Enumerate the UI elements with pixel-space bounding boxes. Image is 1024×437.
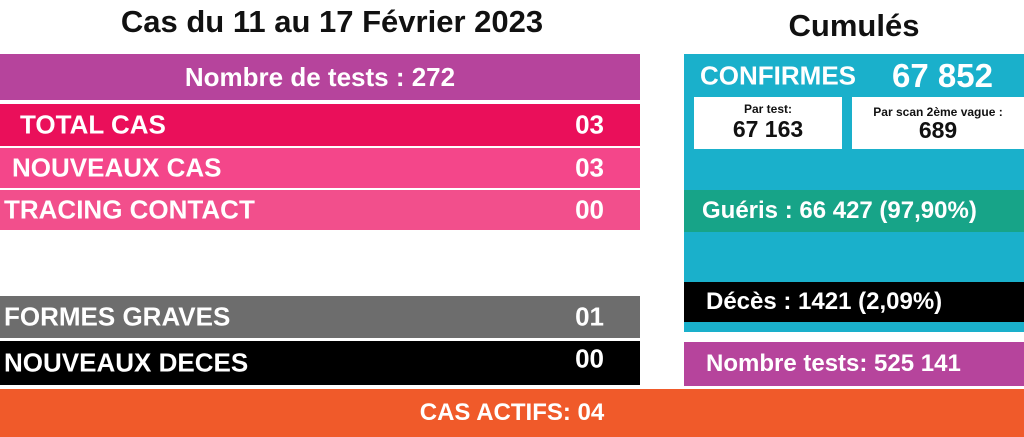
row-nouveaux-cas: NOUVEAUX CAS 03 <box>0 148 640 188</box>
par-scan-value: 689 <box>918 117 958 143</box>
nouveaux-cas-label: NOUVEAUX CAS <box>12 152 222 183</box>
tests-label: Nombre de tests : 272 <box>184 62 456 92</box>
confirmes-label: CONFIRMES <box>700 60 856 91</box>
deces-bar: Décès : 1421 (2,09%) <box>684 282 1024 322</box>
cas-actifs-bar: CAS ACTIFS: 04 <box>0 389 1024 437</box>
tests-banner: Nombre de tests : 272 <box>0 54 640 100</box>
formes-graves-label: FORMES GRAVES <box>4 301 231 332</box>
par-test-card: Par test: 67 163 <box>694 97 842 149</box>
row-nouveaux-deces: NOUVEAUX DECES 00 <box>0 341 640 385</box>
row-formes-graves: FORMES GRAVES 01 <box>0 296 640 338</box>
nouveaux-deces-value: 00 <box>575 343 604 374</box>
par-test-label: Par test: <box>743 102 793 116</box>
confirmes-header: CONFIRMES 67 852 <box>700 57 1024 94</box>
cas-actifs-label: CAS ACTIFS: <box>419 399 571 426</box>
right-title: Cumulés <box>788 8 920 43</box>
row-total-cas: TOTAL CAS 03 <box>0 104 640 146</box>
par-scan-card: Par scan 2ème vague : 689 <box>852 97 1024 149</box>
row-tracing-contact: TRACING CONTACT 00 <box>0 190 640 230</box>
tracing-contact-label: TRACING CONTACT <box>4 194 255 225</box>
gueris-bar: Guéris : 66 427 (97,90%) <box>684 190 1024 232</box>
total-cas-label: TOTAL CAS <box>20 109 166 140</box>
nouveaux-cas-value: 03 <box>575 152 604 183</box>
total-cas-value: 03 <box>575 109 604 140</box>
cas-actifs-value: 04 <box>577 399 605 426</box>
tests-cumul-text: Nombre tests: 525 141 <box>706 350 961 377</box>
deces-text: Décès : 1421 (2,09%) <box>706 288 943 315</box>
par-scan-label: Par scan 2ème vague : <box>873 105 1003 119</box>
nouveaux-deces-label: NOUVEAUX DECES <box>4 347 249 378</box>
tests-cumul-bar: Nombre tests: 525 141 <box>684 342 1024 386</box>
par-test-value: 67 163 <box>732 116 804 142</box>
left-title: Cas du 11 au 17 Février 2023 <box>120 4 544 39</box>
confirmes-value: 67 852 <box>892 57 993 94</box>
formes-graves-value: 01 <box>575 301 604 332</box>
tracing-contact-value: 00 <box>575 194 604 225</box>
gueris-text: Guéris : 66 427 (97,90%) <box>702 197 977 224</box>
